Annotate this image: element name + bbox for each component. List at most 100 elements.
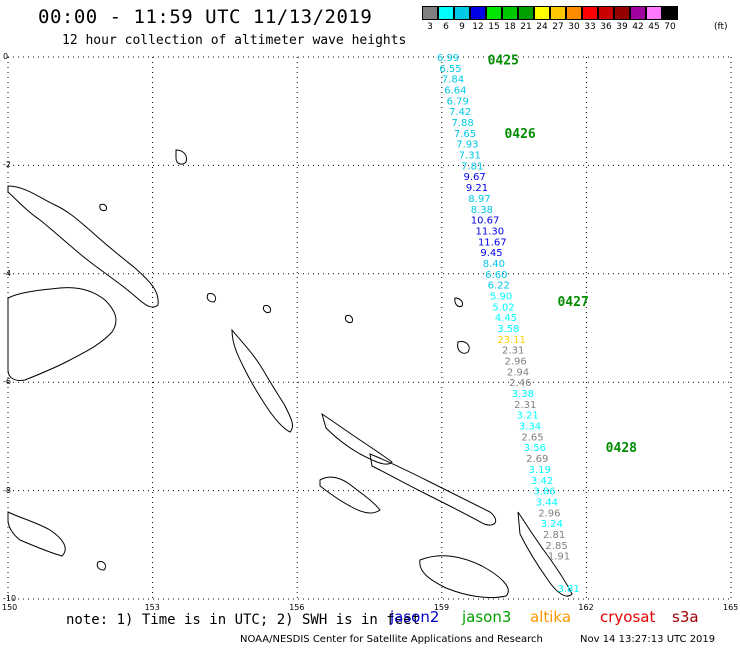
wave-height-label: 3.81 (557, 584, 579, 595)
wave-height-label: 7.31 (459, 151, 481, 162)
satellite-legend-item: s3a (672, 608, 699, 626)
wave-height-label: 2.96 (504, 357, 526, 368)
track-time-label: 0427 (557, 295, 588, 310)
latitude-label: -6 (3, 377, 11, 387)
color-scale-swatch (662, 6, 678, 20)
map-title: 00:00 - 11:59 UTC 11/13/2019 (38, 6, 373, 28)
latitude-label: -8 (3, 485, 11, 495)
color-scale-label: 12 (472, 22, 484, 32)
coastline-choiseul (321, 412, 393, 465)
coastline-new-britain (7, 287, 117, 381)
coastline-islet-1 (175, 149, 187, 165)
color-scale-label: 27 (552, 22, 564, 32)
coastline-malaita (517, 511, 573, 597)
wave-height-label: 2.94 (507, 367, 529, 378)
wave-height-label: 8.38 (471, 205, 493, 216)
wave-height-label: 9.21 (466, 183, 488, 194)
color-scale-swatch (646, 6, 662, 20)
wave-height-label: 3.19 (529, 465, 551, 476)
wave-height-label: 6.22 (488, 281, 510, 292)
track-time-label: 0426 (504, 127, 535, 142)
wave-height-label: 3.44 (536, 497, 558, 508)
wave-height-label: 2.96 (538, 508, 560, 519)
wave-height-label: 9.45 (480, 248, 502, 259)
latitude-label: -10 (3, 594, 17, 603)
coastline-new-georgia (319, 476, 381, 514)
wave-height-label: 6.60 (485, 270, 507, 281)
wave-height-label: 3.42 (531, 476, 553, 487)
wave-height-label: 4.45 (495, 313, 517, 324)
coastline-islet-3 (457, 341, 470, 354)
coastline-islet-7 (96, 561, 107, 571)
color-scale-label: 21 (520, 22, 532, 32)
color-scale-label: 39 (616, 22, 628, 32)
longitude-label: 159 (433, 603, 450, 612)
color-scale-label: 30 (568, 22, 580, 32)
wave-height-label: 23.11 (497, 335, 526, 346)
color-scale-label: 70 (664, 22, 676, 32)
color-scale-label: 45 (648, 22, 660, 32)
wave-height-label: 7.65 (454, 129, 476, 140)
wave-height-label: 3.24 (541, 519, 563, 530)
wave-height-marks: 6.996.557.846.646.797.427.887.657.937.31… (437, 53, 637, 595)
wave-height-label: 6.64 (444, 86, 466, 97)
satellite-legend-item: cryosat (600, 608, 656, 626)
wave-height-label: 5.90 (490, 291, 512, 302)
wave-height-label: 3.56 (524, 443, 546, 454)
wave-height-label: 7.88 (451, 118, 473, 129)
color-scale-swatch (566, 6, 582, 20)
color-scale-label: 42 (632, 22, 644, 32)
coastline-islet-6 (263, 305, 271, 313)
coastline-santa-isabel (369, 453, 497, 526)
satellite-legend-item: jason3 (462, 608, 512, 626)
wave-height-label: 3.38 (512, 389, 534, 400)
color-scale-label: 3 (427, 22, 433, 32)
wave-height-label: 1.91 (548, 552, 570, 563)
wave-height-label: 6.79 (447, 96, 469, 107)
coastline-guadalcanal (419, 555, 509, 599)
footer-note: note: 1) Time is in UTC; 2) SWH is in fe… (66, 612, 421, 628)
coastline-islet-8 (99, 203, 107, 212)
color-scale-swatch (470, 6, 486, 20)
color-scale-swatch (422, 6, 438, 20)
latitude-label: 0 (3, 52, 9, 61)
longitude-label: 162 (578, 603, 594, 612)
wave-height-label: 2.81 (543, 530, 565, 541)
wave-height-label: 3.34 (519, 422, 541, 433)
coastline-islet-5 (206, 293, 217, 303)
wave-height-label: 9.67 (463, 172, 485, 183)
color-scale-label: 36 (600, 22, 612, 32)
color-scale-swatch (534, 6, 550, 20)
wave-height-label: 6.55 (439, 64, 461, 75)
color-scale-swatch (598, 6, 614, 20)
color-scale-label: 15 (488, 22, 500, 32)
coastline-new-ireland (7, 185, 159, 308)
longitude-label: 156 (289, 603, 305, 612)
wave-height-label: 2.65 (521, 432, 543, 443)
color-scale-labels: 3 6 9 12 15 18 21 24 27 30 33 36 39 42 45 70 (422, 22, 678, 32)
color-scale-swatch (582, 6, 598, 20)
wave-height-label: 2.31 (502, 346, 524, 357)
satellite-legend-item: altika (530, 608, 572, 626)
color-scale-swatch (550, 6, 566, 20)
satellite-legend-item: jason2 (390, 608, 440, 626)
coastline-makira (7, 511, 66, 557)
color-scale-label: 6 (443, 22, 449, 32)
coastline-islet-2 (454, 297, 463, 307)
wave-height-label: 2.85 (545, 541, 567, 552)
wave-height-label: 3.86 (533, 487, 555, 498)
map-subtitle: 12 hour collection of altimeter wave hei… (62, 33, 407, 48)
wave-height-label: 2.46 (509, 378, 531, 389)
wave-height-label: 10.67 (471, 216, 500, 227)
color-scale-swatch (454, 6, 470, 20)
coastline-bougainville (231, 328, 293, 433)
color-scale-swatch (518, 6, 534, 20)
wave-height-label: 7.42 (449, 107, 471, 118)
wave-height-label: 11.67 (478, 237, 507, 248)
wave-height-label: 2.31 (514, 400, 536, 411)
color-scale-bar (422, 6, 678, 20)
longitude-label: 150 (2, 603, 18, 612)
footer-credit: NOAA/NESDIS Center for Satellite Applica… (240, 634, 543, 645)
color-scale-unit: (ft) (714, 22, 728, 32)
